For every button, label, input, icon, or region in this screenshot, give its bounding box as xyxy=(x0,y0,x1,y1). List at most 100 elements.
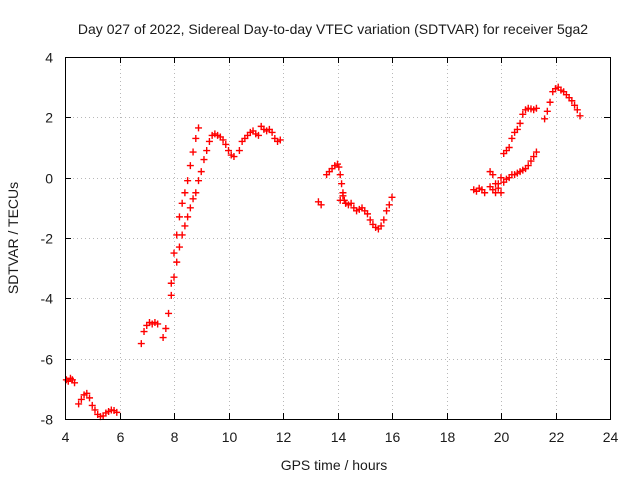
y-tick-label: -2 xyxy=(41,231,54,247)
x-tick-label: 6 xyxy=(117,429,125,445)
data-point xyxy=(530,153,538,161)
data-point xyxy=(192,189,200,197)
data-point xyxy=(527,157,535,165)
data-point xyxy=(83,389,91,397)
data-point xyxy=(181,222,189,230)
data-point xyxy=(568,97,576,105)
data-point xyxy=(195,124,203,132)
data-point xyxy=(571,101,579,109)
data-point xyxy=(532,148,540,156)
y-axis-label: SDTVAR / TECUs xyxy=(5,182,21,294)
data-point xyxy=(276,136,284,144)
data-point xyxy=(71,379,79,387)
data-point xyxy=(508,134,516,142)
data-point xyxy=(167,279,175,287)
data-point xyxy=(385,201,393,209)
y-tick-label: -6 xyxy=(41,352,54,368)
data-point xyxy=(159,334,167,342)
data-point xyxy=(268,128,276,136)
data-point xyxy=(189,195,197,203)
data-points xyxy=(62,83,584,421)
x-tick-label: 22 xyxy=(549,429,565,445)
data-point xyxy=(494,180,502,188)
data-point xyxy=(173,258,181,266)
data-point xyxy=(363,210,371,218)
data-point xyxy=(178,199,186,207)
data-point xyxy=(186,204,194,212)
x-axis-label: GPS time / hours xyxy=(281,457,388,473)
data-point xyxy=(200,156,208,164)
data-point xyxy=(524,162,532,170)
data-point xyxy=(154,320,162,328)
data-point xyxy=(380,216,388,224)
data-point xyxy=(336,171,344,179)
data-point xyxy=(170,249,178,257)
data-point xyxy=(336,196,344,204)
data-point xyxy=(254,131,262,139)
data-point xyxy=(543,107,551,115)
data-point xyxy=(317,201,325,209)
data-point xyxy=(235,147,243,155)
data-point xyxy=(195,177,203,185)
data-point xyxy=(338,180,346,188)
x-tick-label: 18 xyxy=(440,429,456,445)
data-point xyxy=(91,406,99,414)
x-tick-labels: 4 6 8 10 12 14 16 18 20 22 24 xyxy=(62,429,619,445)
data-point xyxy=(377,222,385,230)
data-point xyxy=(203,147,211,155)
data-point xyxy=(189,148,197,156)
data-point xyxy=(192,134,200,142)
data-point xyxy=(197,168,205,176)
data-point xyxy=(167,291,175,299)
y-tick-label: -4 xyxy=(41,291,54,307)
y-tick-label: 2 xyxy=(45,110,53,126)
x-tick-label: 16 xyxy=(385,429,401,445)
data-point xyxy=(388,193,396,201)
grid-layer xyxy=(65,57,610,419)
data-point xyxy=(170,273,178,281)
data-point xyxy=(576,112,584,120)
data-point xyxy=(573,106,581,114)
data-point xyxy=(383,207,391,215)
x-tick-label: 14 xyxy=(331,429,347,445)
data-point xyxy=(137,340,145,348)
data-point xyxy=(225,147,232,155)
x-tick-label: 24 xyxy=(603,429,619,445)
x-tick-label: 20 xyxy=(494,429,510,445)
x-tick-label: 8 xyxy=(171,429,179,445)
x-tick-label: 12 xyxy=(276,429,292,445)
data-point xyxy=(516,119,524,127)
data-point xyxy=(173,231,181,239)
data-point xyxy=(88,401,96,409)
data-point xyxy=(175,213,183,221)
data-point xyxy=(113,408,121,416)
y-tick-label: 0 xyxy=(45,171,53,187)
x-tick-label: 4 xyxy=(62,429,70,445)
data-point xyxy=(230,153,238,161)
chart-title: Day 027 of 2022, Sidereal Day-to-day VTE… xyxy=(78,21,588,37)
data-point xyxy=(339,192,347,200)
data-point xyxy=(175,243,183,251)
data-point xyxy=(481,189,489,197)
data-point xyxy=(492,189,500,197)
plot-area-frame xyxy=(65,57,611,420)
data-point xyxy=(75,400,83,408)
data-point xyxy=(205,137,213,145)
x-tick-label: 10 xyxy=(222,429,238,445)
data-point xyxy=(184,177,192,185)
data-point xyxy=(532,104,540,112)
y-tick-label: 4 xyxy=(45,50,53,66)
y-tick-labels: -8 -6 -4 -2 0 2 4 xyxy=(41,50,54,428)
data-point xyxy=(342,199,350,207)
data-point xyxy=(181,189,189,197)
data-point xyxy=(366,216,374,224)
data-point xyxy=(140,328,148,336)
data-point xyxy=(541,115,549,123)
data-point xyxy=(222,140,230,148)
data-point xyxy=(546,98,554,106)
data-point xyxy=(186,162,194,170)
data-point xyxy=(219,136,227,144)
data-point xyxy=(497,174,505,182)
data-point xyxy=(335,163,343,171)
